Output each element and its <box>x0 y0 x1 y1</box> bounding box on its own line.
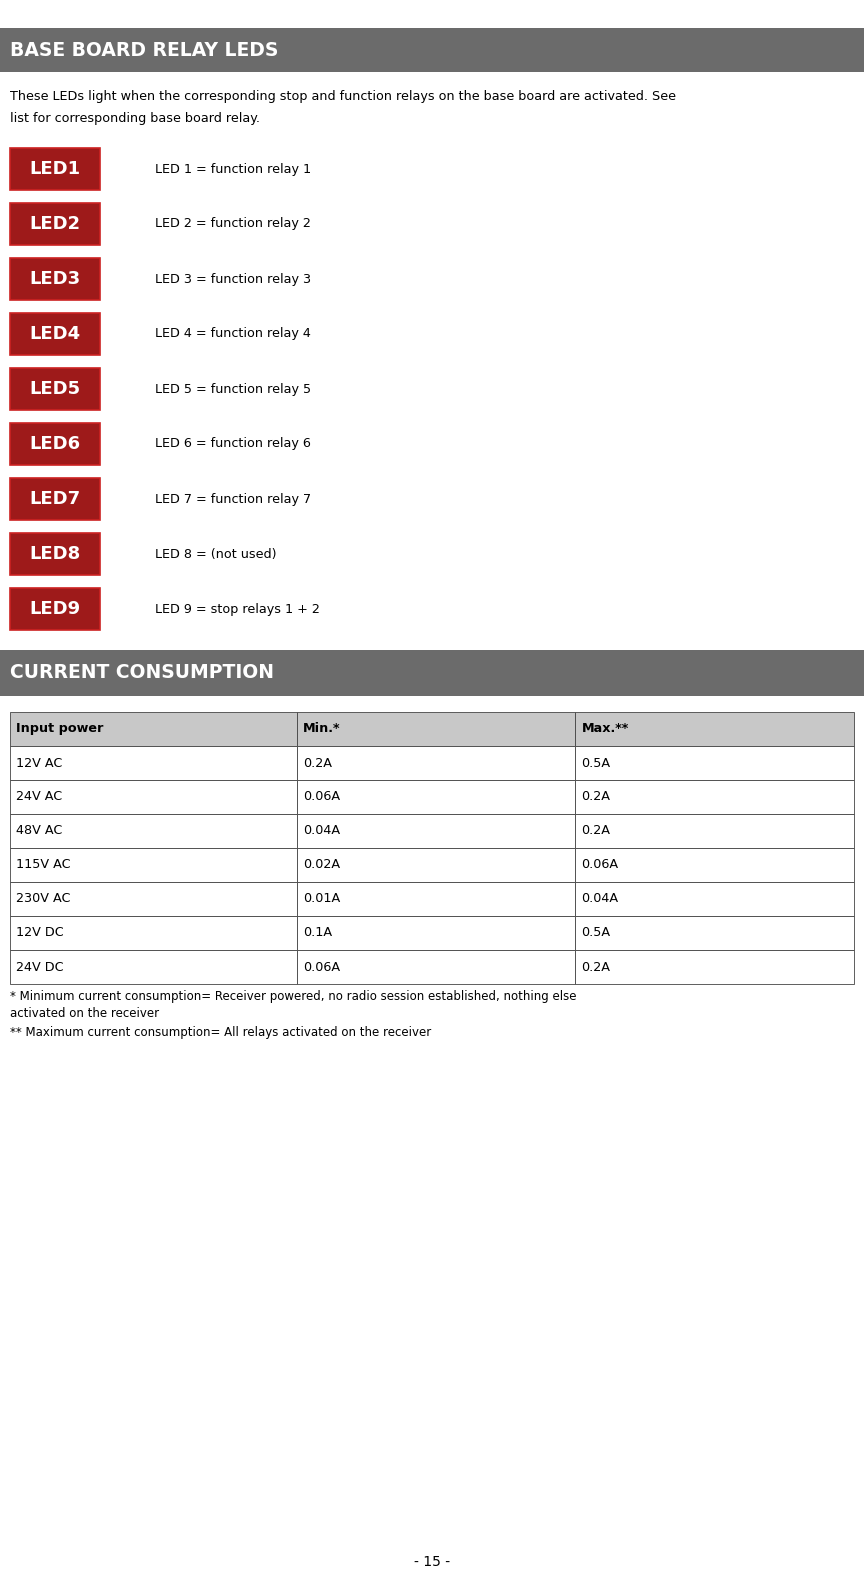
Text: LED2: LED2 <box>29 214 80 233</box>
Bar <box>297 780 575 813</box>
Bar <box>0 649 864 697</box>
Text: 0.06A: 0.06A <box>303 791 340 804</box>
Bar <box>10 258 100 299</box>
Bar <box>575 848 854 883</box>
Bar <box>575 780 854 813</box>
Bar <box>10 813 297 848</box>
Text: LED 5 = function relay 5: LED 5 = function relay 5 <box>155 383 311 396</box>
Text: Min.*: Min.* <box>303 722 340 736</box>
Bar <box>575 813 854 848</box>
Text: LED 3 = function relay 3: LED 3 = function relay 3 <box>155 273 311 285</box>
Text: * Minimum current consumption= Receiver powered, no radio session established, n: * Minimum current consumption= Receiver … <box>10 990 576 1002</box>
Text: LED1: LED1 <box>29 161 80 178</box>
Text: LED 2 = function relay 2: LED 2 = function relay 2 <box>155 217 311 230</box>
Text: 115V AC: 115V AC <box>16 859 71 872</box>
Bar <box>10 203 100 244</box>
Bar <box>10 883 297 916</box>
Text: LED 4 = function relay 4: LED 4 = function relay 4 <box>155 328 311 340</box>
Text: 230V AC: 230V AC <box>16 892 71 906</box>
Text: 0.06A: 0.06A <box>581 859 619 872</box>
Bar <box>10 712 297 745</box>
Text: LED4: LED4 <box>29 325 80 344</box>
Bar <box>297 745 575 780</box>
Bar <box>297 712 575 745</box>
Bar <box>297 950 575 983</box>
Text: 0.5A: 0.5A <box>581 756 611 769</box>
Bar <box>10 369 100 410</box>
Text: 0.2A: 0.2A <box>303 756 332 769</box>
Text: 0.2A: 0.2A <box>581 824 611 837</box>
Bar <box>297 813 575 848</box>
Text: LED 8 = (not used): LED 8 = (not used) <box>155 547 276 561</box>
Text: LED5: LED5 <box>29 380 80 399</box>
Text: 48V AC: 48V AC <box>16 824 62 837</box>
Text: LED 1 = function relay 1: LED 1 = function relay 1 <box>155 162 311 175</box>
Text: LED8: LED8 <box>29 545 80 563</box>
Bar <box>10 848 297 883</box>
Text: 0.01A: 0.01A <box>303 892 340 906</box>
Text: These LEDs light when the corresponding stop and function relays on the base boa: These LEDs light when the corresponding … <box>10 90 676 102</box>
Text: 0.1A: 0.1A <box>303 927 332 939</box>
Bar <box>10 478 100 520</box>
Text: 0.04A: 0.04A <box>303 824 340 837</box>
Text: activated on the receiver: activated on the receiver <box>10 1007 159 1020</box>
Text: 0.2A: 0.2A <box>581 960 611 974</box>
Text: LED 6 = function relay 6: LED 6 = function relay 6 <box>155 438 311 451</box>
Bar <box>575 916 854 950</box>
Bar <box>10 745 297 780</box>
Bar <box>10 588 100 630</box>
Bar <box>10 314 100 355</box>
Text: 12V AC: 12V AC <box>16 756 62 769</box>
Bar <box>10 148 100 191</box>
Text: CURRENT CONSUMPTION: CURRENT CONSUMPTION <box>10 663 274 682</box>
Text: Max.**: Max.** <box>581 722 629 736</box>
Text: ** Maximum current consumption= All relays activated on the receiver: ** Maximum current consumption= All rela… <box>10 1026 431 1039</box>
Text: - 15 -: - 15 - <box>414 1556 450 1570</box>
Text: 0.2A: 0.2A <box>581 791 611 804</box>
Bar <box>10 950 297 983</box>
Text: 0.04A: 0.04A <box>581 892 619 906</box>
Bar <box>10 916 297 950</box>
Text: 0.02A: 0.02A <box>303 859 340 872</box>
Text: 24V AC: 24V AC <box>16 791 62 804</box>
Bar <box>10 422 100 465</box>
Bar <box>0 28 864 72</box>
Bar <box>297 883 575 916</box>
Bar <box>10 780 297 813</box>
Bar <box>575 883 854 916</box>
Text: LED 7 = function relay 7: LED 7 = function relay 7 <box>155 492 311 506</box>
Text: BASE BOARD RELAY LEDS: BASE BOARD RELAY LEDS <box>10 41 278 60</box>
Text: LED 9 = stop relays 1 + 2: LED 9 = stop relays 1 + 2 <box>155 602 320 616</box>
Text: 0.06A: 0.06A <box>303 960 340 974</box>
Text: LED7: LED7 <box>29 490 80 507</box>
Text: 24V DC: 24V DC <box>16 960 64 974</box>
Bar <box>575 950 854 983</box>
Bar <box>575 745 854 780</box>
Text: LED3: LED3 <box>29 269 80 288</box>
Bar <box>10 533 100 575</box>
Bar <box>575 712 854 745</box>
Bar <box>297 848 575 883</box>
Text: list for corresponding base board relay.: list for corresponding base board relay. <box>10 112 260 125</box>
Text: 12V DC: 12V DC <box>16 927 64 939</box>
Bar <box>297 916 575 950</box>
Text: LED9: LED9 <box>29 600 80 618</box>
Text: 0.5A: 0.5A <box>581 927 611 939</box>
Text: LED6: LED6 <box>29 435 80 452</box>
Text: Input power: Input power <box>16 722 104 736</box>
